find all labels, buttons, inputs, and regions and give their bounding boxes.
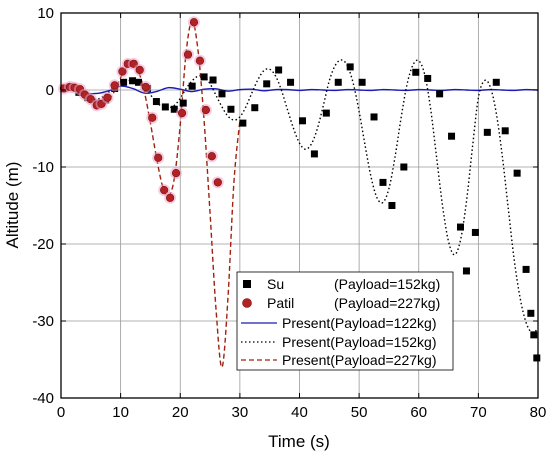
data-point-patil bbox=[207, 152, 216, 161]
data-point-su bbox=[471, 228, 479, 236]
data-point-su bbox=[179, 99, 187, 107]
legend-entry-present-227: Present(Payload=227kg) bbox=[241, 352, 437, 368]
x-tick-label: 50 bbox=[351, 404, 368, 421]
x-tick-label: 0 bbox=[57, 404, 65, 421]
data-point-su bbox=[370, 113, 378, 121]
data-point-su bbox=[379, 178, 387, 186]
x-tick-label: 10 bbox=[112, 404, 129, 421]
data-point-patil bbox=[195, 56, 205, 65]
data-point-su bbox=[135, 78, 143, 86]
data-point-patil bbox=[171, 169, 181, 178]
legend-payload-patil: (Payload=227kg) bbox=[334, 295, 440, 311]
x-tick-label: 40 bbox=[291, 404, 308, 421]
data-point-patil bbox=[154, 153, 163, 162]
data-point-su bbox=[161, 103, 169, 111]
data-point-su bbox=[298, 117, 306, 125]
y-tick-label: -40 bbox=[32, 390, 54, 407]
data-point-patil bbox=[160, 186, 169, 195]
data-point-su bbox=[209, 76, 217, 84]
legend-marker-su bbox=[243, 280, 251, 288]
data-point-patil bbox=[141, 82, 150, 92]
legend-entry-su: Su (Payload=152kg) bbox=[243, 276, 440, 292]
data-point-patil bbox=[135, 65, 144, 75]
y-tick-label: 0 bbox=[46, 82, 54, 99]
data-point-su bbox=[492, 78, 500, 86]
ticks: 0 10 20 30 40 50 60 70 80 10 0 -10 -20 -30 -40 bbox=[32, 5, 546, 421]
legend-entry-present-152: Present(Payload=152kg) bbox=[241, 334, 437, 350]
x-tick-label: 80 bbox=[530, 404, 547, 421]
series-line-present-payload-122kg bbox=[60, 85, 539, 95]
data-point-su bbox=[501, 127, 509, 135]
legend-payload-su: (Payload=152kg) bbox=[334, 276, 440, 292]
data-point-su bbox=[412, 68, 420, 76]
data-point-su bbox=[200, 73, 208, 81]
data-point-patil bbox=[177, 108, 187, 118]
data-point-su bbox=[448, 132, 456, 140]
data-point-patil bbox=[213, 178, 222, 187]
data-point-su bbox=[275, 66, 283, 74]
data-point-patil bbox=[103, 93, 112, 102]
x-tick-label: 20 bbox=[172, 404, 189, 421]
data-point-su bbox=[483, 128, 491, 136]
data-point-su bbox=[170, 105, 178, 113]
data-point-su bbox=[310, 150, 318, 158]
data-point-su bbox=[400, 163, 408, 171]
data-point-su bbox=[227, 105, 235, 113]
data-point-su bbox=[188, 82, 196, 90]
data-point-patil bbox=[166, 193, 175, 202]
data-point-su bbox=[513, 169, 521, 177]
data-point-su bbox=[388, 202, 396, 209]
x-tick-label: 70 bbox=[470, 404, 487, 421]
legend-label-su: Su bbox=[267, 276, 284, 292]
data-point-su bbox=[527, 309, 535, 317]
legend-marker-patil bbox=[242, 298, 252, 308]
data-point-su bbox=[346, 63, 354, 71]
x-tick-label: 60 bbox=[410, 404, 427, 421]
legend-label-present-122: Present(Payload=122kg) bbox=[282, 315, 437, 331]
data-point-su bbox=[462, 267, 470, 275]
data-point-su bbox=[263, 80, 271, 88]
legend-entry-present-122: Present(Payload=122kg) bbox=[241, 315, 437, 331]
data-point-su bbox=[239, 119, 247, 127]
y-tick-label: -20 bbox=[32, 236, 54, 253]
data-point-su bbox=[322, 109, 330, 117]
data-point-su bbox=[218, 90, 226, 98]
series-layer bbox=[57, 16, 541, 368]
data-point-su bbox=[334, 78, 342, 86]
data-point-patil bbox=[201, 105, 210, 115]
data-point-patil bbox=[148, 113, 157, 122]
data-point-su bbox=[533, 354, 541, 362]
data-point-su bbox=[152, 98, 160, 106]
data-point-patil bbox=[118, 67, 127, 76]
data-point-su bbox=[522, 265, 530, 273]
data-point-su bbox=[424, 74, 432, 82]
legend-label-patil: Patil bbox=[267, 295, 294, 311]
legend: Su (Payload=152kg) Patil (Payload=227kg)… bbox=[236, 271, 454, 371]
data-point-patil bbox=[183, 50, 193, 59]
data-point-su bbox=[129, 77, 137, 85]
data-point-su bbox=[358, 78, 366, 86]
data-point-su bbox=[120, 78, 128, 86]
data-point-su bbox=[251, 104, 259, 112]
series-line-present-payload-152kg bbox=[60, 59, 539, 334]
data-point-patil bbox=[189, 18, 199, 27]
legend-label-present-152: Present(Payload=152kg) bbox=[282, 334, 437, 350]
data-point-su bbox=[436, 90, 444, 98]
y-tick-label: -30 bbox=[32, 313, 54, 330]
data-point-su bbox=[287, 78, 295, 86]
data-point-su bbox=[456, 223, 464, 231]
y-axis-title: Altitude (m) bbox=[3, 162, 22, 249]
grid bbox=[61, 13, 538, 398]
data-point-patil bbox=[110, 81, 119, 90]
x-axis-title: Time (s) bbox=[268, 432, 330, 451]
x-tick-label: 30 bbox=[232, 404, 249, 421]
legend-box bbox=[236, 271, 454, 371]
legend-entry-patil: Patil (Payload=227kg) bbox=[242, 295, 440, 311]
data-point-su bbox=[530, 331, 538, 339]
legend-label-present-227: Present(Payload=227kg) bbox=[282, 352, 437, 368]
y-tick-label: 10 bbox=[37, 5, 54, 22]
y-tick-label: -10 bbox=[32, 159, 54, 176]
